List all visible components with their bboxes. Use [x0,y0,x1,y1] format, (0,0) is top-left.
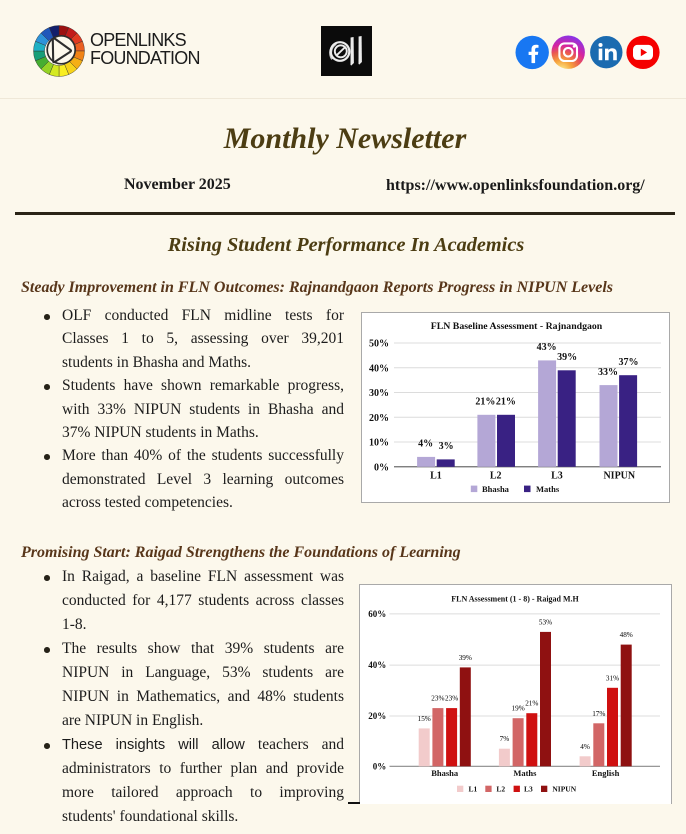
svg-text:20%: 20% [369,413,389,424]
svg-text:FLN Assessment (1 - 8) - Raiga: FLN Assessment (1 - 8) - Raigad M.H [451,595,579,604]
svg-text:FLN Baseline Assessment - Rajn: FLN Baseline Assessment - Rajnandgaon [431,321,603,332]
svg-text:L3: L3 [551,471,563,482]
svg-text:0%: 0% [374,462,389,473]
svg-text:7%: 7% [500,735,510,743]
svg-text:33%: 33% [598,367,618,378]
svg-text:19%: 19% [512,705,525,713]
svg-text:60%: 60% [368,609,386,619]
svg-text:30%: 30% [369,388,389,399]
svg-text:37%: 37% [619,357,639,368]
svg-text:20%: 20% [368,711,386,721]
svg-text:English: English [592,768,620,778]
svg-text:23%: 23% [445,695,458,703]
svg-text:L3: L3 [524,784,533,793]
svg-text:39%: 39% [557,352,577,363]
svg-text:39%: 39% [459,654,472,662]
svg-text:31%: 31% [606,674,619,682]
svg-text:L1: L1 [469,784,478,793]
svg-text:53%: 53% [539,618,552,626]
svg-text:NIPUN: NIPUN [552,784,576,793]
svg-text:Bhasha: Bhasha [482,484,510,494]
svg-text:48%: 48% [620,631,633,639]
svg-text:21%: 21% [475,397,495,408]
svg-text:0%: 0% [373,761,387,771]
svg-text:L1: L1 [430,471,442,482]
svg-text:17%: 17% [592,710,605,718]
svg-text:23%: 23% [431,695,444,703]
svg-text:10%: 10% [369,438,389,449]
svg-text:L2: L2 [496,784,505,793]
svg-text:21%: 21% [525,700,538,708]
svg-text:Maths: Maths [536,484,560,494]
svg-text:15%: 15% [418,715,431,723]
svg-text:50%: 50% [369,339,389,350]
svg-text:3%: 3% [439,441,454,452]
svg-text:43%: 43% [537,342,557,353]
svg-text:4%: 4% [580,743,590,751]
svg-text:Bhasha: Bhasha [431,768,459,778]
svg-text:Maths: Maths [513,768,537,778]
svg-text:40%: 40% [368,660,386,670]
svg-text:L2: L2 [490,471,502,482]
svg-text:4%: 4% [418,439,433,450]
svg-text:NIPUN: NIPUN [603,471,635,482]
svg-text:21%: 21% [496,397,516,408]
svg-text:40%: 40% [369,363,389,374]
